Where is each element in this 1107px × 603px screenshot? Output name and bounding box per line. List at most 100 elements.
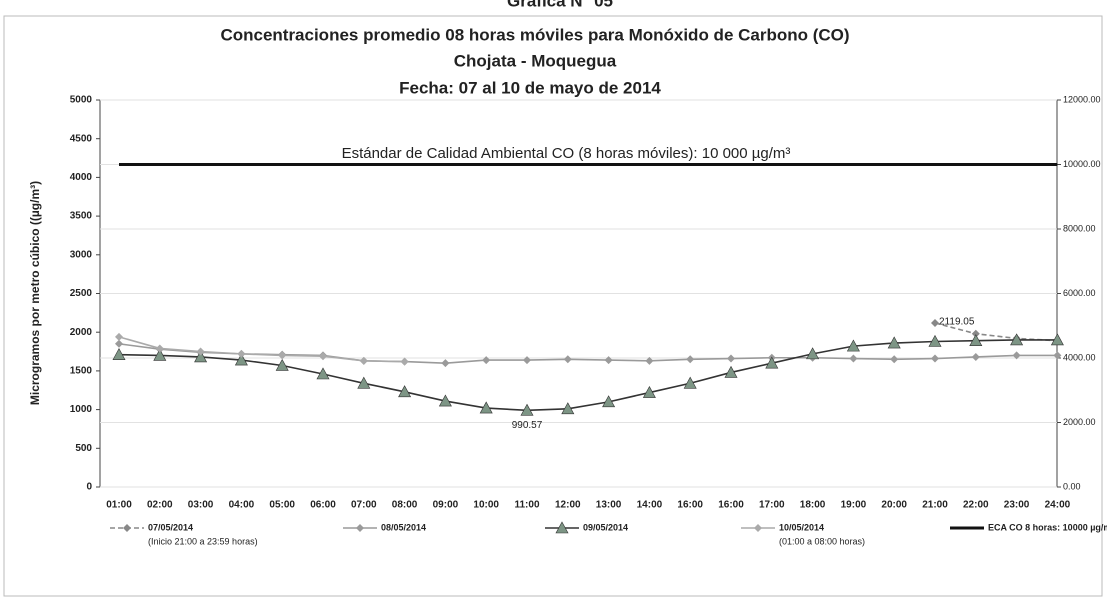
series-line [118,339,1058,412]
y-tick-label: 3500 [70,211,93,222]
marker [727,354,735,363]
marker [555,521,569,534]
marker [1012,351,1021,360]
marker [602,395,616,408]
marker [561,402,575,415]
series-line [118,343,1058,364]
x-tick-label: 16:00 [718,500,744,511]
x-tick-label: 19:00 [841,500,867,511]
series-line [118,336,405,363]
x-tick-label: 24:00 [1045,500,1071,511]
x-tick-label: 03:00 [188,500,214,511]
marker [278,351,287,360]
marker [155,344,164,353]
marker [928,334,942,347]
marker [438,394,452,407]
marker [971,329,980,338]
x-tick-label: 21:00 [922,500,948,511]
y-tick-label: 3000 [70,249,93,260]
x-tick-label: 04:00 [229,500,255,511]
marker [683,376,697,389]
marker [765,356,779,369]
marker [398,385,412,398]
x-tick-label: 23:00 [1004,500,1030,511]
marker [523,356,531,365]
marker [115,339,123,348]
frame [3,15,1103,597]
marker [359,356,368,365]
x-tick-label: 18:00 [800,500,826,511]
data-label: 990.57 [512,420,543,431]
marker [645,356,654,365]
marker [754,524,762,532]
legend-label: ECA CO 8 horas: 10000 µg/m³ [988,522,1107,532]
y-tick-label: 4500 [70,133,93,144]
marker [563,355,572,364]
x-tick-label: 20:00 [881,500,907,511]
marker [319,352,327,361]
marker [194,350,208,363]
marker [400,357,409,366]
marker [356,524,364,532]
marker [441,359,450,368]
legend-label: 09/05/2014 [583,522,628,532]
x-tick-label: 10:00 [473,500,499,511]
x-tick-label: 01:00 [106,500,132,511]
x-tick-label: 02:00 [147,500,173,511]
x-tick-label: 09:00 [433,500,459,511]
legend-note: (01:00 a 08:00 horas) [779,536,865,546]
marker [846,339,860,352]
marker [931,354,939,363]
x-tick-label: 16:00 [677,500,703,511]
legend-label: 08/05/2014 [381,522,426,532]
marker [604,356,613,365]
marker [196,347,205,356]
annotation: Estándar de Calidad Ambiental CO (8 hora… [342,145,791,162]
y-axis-label: Microgramos por metro cúbico ((µg/m³) [28,181,42,405]
marker [969,334,983,347]
marker [887,336,901,349]
y2-tick-label: 2000.00 [1063,417,1096,427]
marker [931,318,939,327]
legend-note: (Inicio 21:00 a 23:59 horas) [148,536,258,546]
marker [520,403,534,416]
y2-tick-label: 10000.00 [1063,159,1101,169]
x-tick-label: 05:00 [269,500,295,511]
chart-subtitle: Chojata - Moquegua [454,51,617,70]
y2-tick-label: 12000.00 [1063,94,1101,104]
y-tick-label: 1500 [70,366,93,377]
y-tick-label: 2000 [70,327,93,338]
x-tick-label: 13:00 [596,500,622,511]
marker [482,356,491,365]
date-line: Fecha: 07 al 10 de mayo de 2014 [399,78,661,97]
x-tick-label: 12:00 [555,500,581,511]
marker [806,347,820,360]
chart-title: Concentraciones promedio 08 horas móvile… [220,25,849,44]
x-tick-label: 22:00 [963,500,989,511]
marker [971,352,980,361]
y2-tick-label: 0.00 [1063,481,1081,491]
marker [1050,333,1064,346]
x-tick-label: 14:00 [637,500,663,511]
y-tick-label: 4000 [70,172,93,183]
marker [890,355,899,364]
x-tick-label: 08:00 [392,500,418,511]
marker [357,376,371,389]
marker [115,332,123,341]
marker [234,353,248,366]
y-tick-label: 5000 [70,95,93,106]
legend-label: 10/05/2014 [779,522,824,532]
y-tick-label: 1000 [70,404,93,415]
y-tick-label: 0 [86,482,92,493]
x-tick-label: 17:00 [759,500,785,511]
marker [275,358,289,371]
marker [237,349,246,358]
x-tick-label: 07:00 [351,500,377,511]
chart-header: Gráfica N° 05 [507,0,613,10]
x-tick-label: 11:00 [514,500,539,511]
marker [479,401,493,414]
y2-tick-label: 4000.00 [1063,352,1096,362]
legend-label: 07/05/2014 [148,522,193,532]
marker [724,365,738,378]
